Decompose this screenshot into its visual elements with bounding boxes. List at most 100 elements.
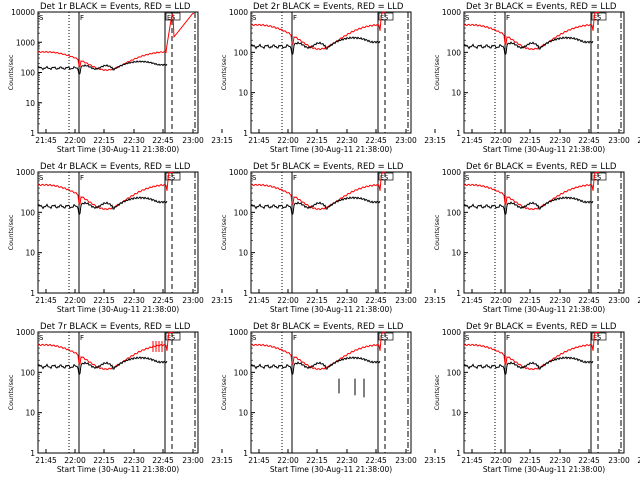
y-tick-label: 1 [30,449,35,458]
x-tick-label: 22:45 [578,296,600,305]
x-axis-label: Start Time (30-Aug-11 21:38:00) [57,145,179,154]
y-axis-label: Counts/sec [433,54,441,90]
series-lld-line [37,12,194,72]
x-axis-label: Start Time (30-Aug-11 21:38:00) [270,145,392,154]
x-axis-label: Start Time (30-Aug-11 21:38:00) [483,305,605,314]
y-tick-label: 10 [25,249,35,258]
y-tick-label: 10 [238,249,248,258]
x-tick-label: 23:00 [182,456,204,465]
y-tick-label: 10 [238,89,248,98]
series-events-line [250,196,381,217]
marker-label-s: S [39,14,44,22]
x-tick-label: 22:15 [93,136,115,145]
series-lld-line [463,331,599,371]
series-events-line [463,196,594,217]
x-tick-label: 23:15 [211,136,233,145]
x-axis-label: Start Time (30-Aug-11 21:38:00) [483,145,605,154]
x-axis-label: Start Time (30-Aug-11 21:38:00) [270,465,392,474]
x-tick-label: 22:45 [365,456,387,465]
x-tick-label: 22:45 [152,136,174,145]
plot-title: Det 3r BLACK = Events, RED = LLD [466,2,617,12]
x-tick-label: 22:30 [336,296,358,305]
y-axis-label: Counts/sec [220,214,228,250]
x-tick-label: 21:45 [248,296,270,305]
plot-panel-2: Det 2r BLACK = Events, RED = LLD 1 10 100 10… [220,2,446,154]
marker-label-f: F [506,334,510,342]
x-tick-label: 23:15 [211,296,233,305]
y-axis-label: Counts/sec [220,374,228,410]
y-tick-label: 1 [456,449,461,458]
plot-frame [250,11,412,134]
plot-panel-8: Det 8r BLACK = Events, RED = LLD 1 10 100 10… [220,322,446,474]
marker-label-es: ES [380,14,388,22]
plot-frame [250,171,412,294]
plot-frame [463,331,625,454]
x-tick-label: 23:15 [424,136,446,145]
x-axis-label: Start Time (30-Aug-11 21:38:00) [57,465,179,474]
marker-label-s: S [252,334,257,342]
plot-panel-3: Det 3r BLACK = Events, RED = LLD 1 10 100 10… [433,2,640,154]
x-tick-label: 23:00 [395,296,417,305]
y-tick-label: 10 [25,409,35,418]
y-tick-label: 1000 [229,328,248,337]
y-tick-label: 10 [451,249,461,258]
series-events-line [463,356,594,377]
x-axis-label: Start Time (30-Aug-11 21:38:00) [270,305,392,314]
marker-label-f: F [80,174,84,182]
y-tick-label: 10000 [11,8,35,17]
x-tick-label: 21:45 [461,296,483,305]
marker-box [378,172,394,181]
y-tick-label: 1000 [229,168,248,177]
x-tick-label: 21:45 [461,456,483,465]
plot-title: Det 2r BLACK = Events, RED = LLD [253,2,404,12]
x-tick-label: 22:30 [123,136,145,145]
y-tick-label: 1000 [229,8,248,17]
x-tick-label: 23:00 [182,296,204,305]
x-tick-label: 22:15 [519,456,541,465]
marker-label-es: ES [593,334,601,342]
y-tick-label: 100 [234,368,249,377]
series-lld-line [463,11,599,51]
y-tick-label: 1000 [16,328,35,337]
x-tick-label: 22:30 [549,296,571,305]
y-tick-label: 100 [447,48,462,57]
y-tick-label: 10 [451,409,461,418]
x-tick-label: 22:00 [277,456,299,465]
y-tick-label: 1000 [442,328,461,337]
x-tick-label: 21:45 [35,456,57,465]
x-tick-label: 22:15 [519,136,541,145]
marker-box [378,332,394,341]
y-axis-label: Counts/sec [433,214,441,250]
marker-label-es: ES [593,174,601,182]
marker-label-es: ES [593,14,601,22]
y-axis-label: Counts/sec [220,54,228,90]
plot-frame [37,171,199,294]
y-tick-label: 100 [447,368,462,377]
marker-box [591,12,607,21]
plot-title: Det 5r BLACK = Events, RED = LLD [253,162,404,172]
plot-title: Det 6r BLACK = Events, RED = LLD [466,162,617,172]
y-tick-label: 10 [451,89,461,98]
x-tick-label: 22:45 [365,296,387,305]
x-tick-label: 22:15 [93,456,115,465]
series-lld-line [37,171,173,211]
plot-frame [250,331,412,454]
x-tick-label: 22:30 [336,136,358,145]
plot-panel-6: Det 6r BLACK = Events, RED = LLD 1 10 100 10… [433,162,640,314]
y-tick-label: 10 [25,99,35,108]
x-tick-label: 22:00 [64,456,86,465]
x-tick-label: 22:00 [277,136,299,145]
marker-label-f: F [506,174,510,182]
y-tick-label: 100 [447,208,462,217]
marker-label-f: F [80,334,84,342]
x-tick-label: 23:00 [182,136,204,145]
y-tick-label: 1 [456,129,461,138]
plot-panel-7: Det 7r BLACK = Events, RED = LLD 1 10 100 10… [7,322,233,474]
y-axis-label: Counts/sec [7,374,15,410]
marker-box [591,332,607,341]
marker-label-f: F [293,334,297,342]
y-tick-label: 1000 [442,8,461,17]
y-tick-label: 1 [456,289,461,298]
series-events-line [37,356,168,377]
